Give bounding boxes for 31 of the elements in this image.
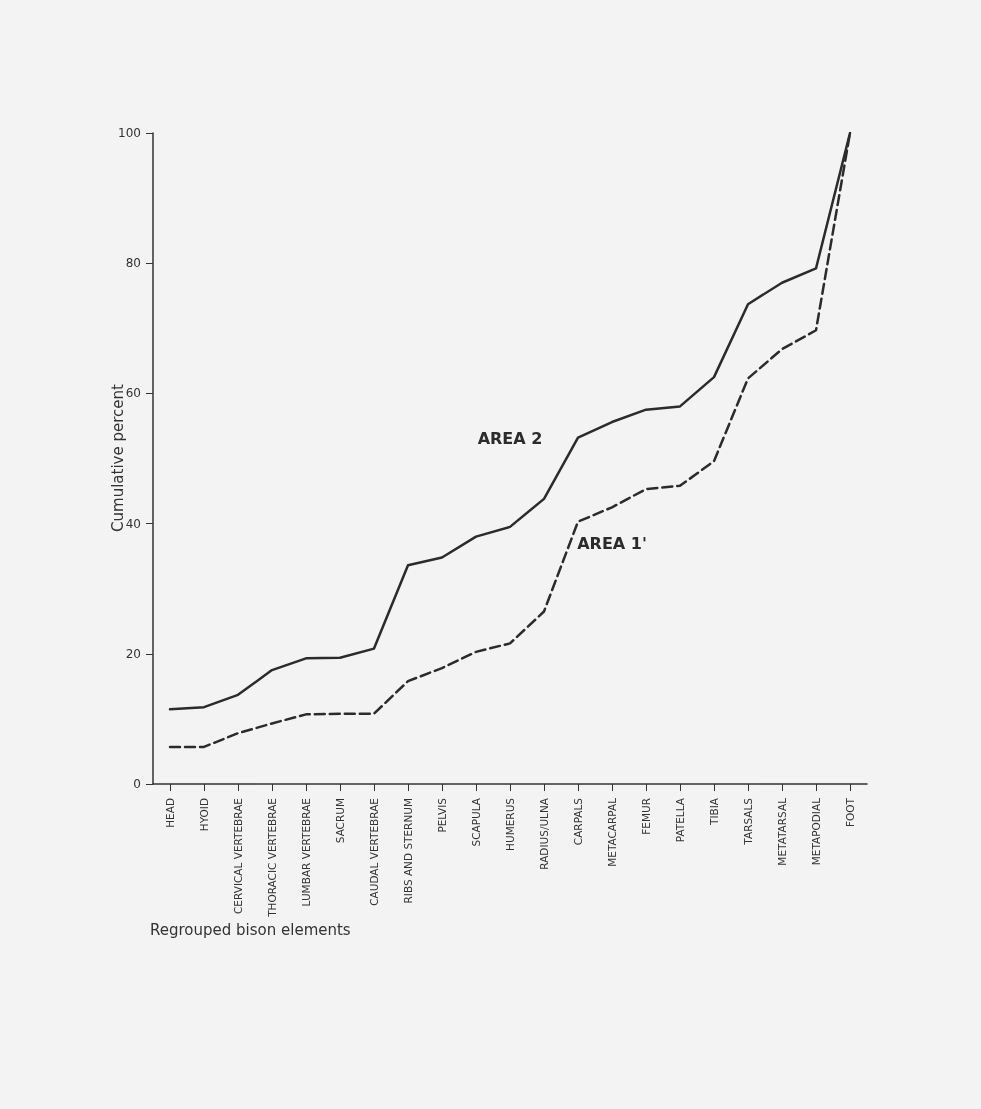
x-tick-label: PELVIS bbox=[436, 797, 448, 833]
y-tick-label: 60 bbox=[125, 386, 141, 401]
x-tick-label: SCAPULA bbox=[470, 797, 482, 847]
y-tick-label: 20 bbox=[125, 646, 141, 661]
y-axis-title: Cumulative percent bbox=[109, 383, 127, 532]
x-tick-label: RIBS AND STERNUM bbox=[402, 798, 414, 904]
x-tick-label: METAPODIAL bbox=[810, 797, 822, 866]
x-tick-label: FOOT bbox=[844, 797, 856, 827]
y-tick-label: 100 bbox=[118, 126, 141, 140]
x-tick-label: CARPALS bbox=[572, 797, 584, 846]
y-tick-label: 40 bbox=[125, 516, 141, 531]
x-tick-label: SACRUM bbox=[334, 798, 346, 844]
x-axis-title: Regrouped bison elements bbox=[150, 920, 351, 939]
x-tick-label: CAUDAL VERTEBRAE bbox=[368, 798, 380, 906]
x-tick-label: RADIUS/ULNA bbox=[538, 797, 550, 870]
y-tick-label: 0 bbox=[133, 777, 141, 791]
x-tick-label: HYOID bbox=[198, 798, 210, 832]
x-tick-label: METATARSAL bbox=[776, 797, 788, 866]
x-tick-label: PATELLA bbox=[674, 797, 686, 843]
x-tick-label: THORACIC VERTEBRAE bbox=[266, 798, 278, 918]
x-tick-label: TIBIA bbox=[708, 797, 720, 826]
x-tick-label: CERVICAL VERTEBRAE bbox=[232, 798, 244, 914]
x-tick-label: HEAD bbox=[164, 798, 176, 828]
x-tick-label: METACARPAL bbox=[606, 797, 618, 867]
series-label: AREA 2 bbox=[477, 429, 543, 449]
y-tick-label: 80 bbox=[125, 256, 141, 271]
x-tick-label: TARSALS bbox=[742, 797, 754, 846]
x-tick-label: LUMBAR VERTEBRAE bbox=[300, 798, 312, 907]
x-tick-label: HUMERUS bbox=[504, 797, 516, 851]
series-label: AREA 1' bbox=[577, 533, 647, 553]
x-tick-label: FEMUR bbox=[640, 798, 652, 835]
